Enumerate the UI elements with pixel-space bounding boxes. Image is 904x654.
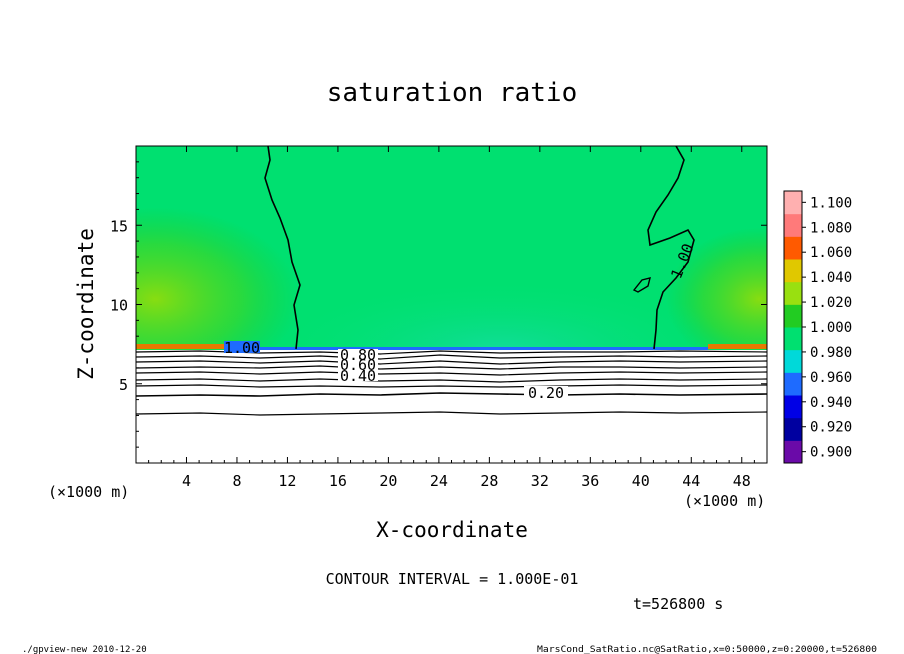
colorbar-swatch xyxy=(784,191,802,215)
contour-line-0.70 xyxy=(136,360,767,365)
footer-right: MarsCond_SatRatio.nc@SatRatio,x=0:50000,… xyxy=(537,645,877,654)
x-unit-label-left: (×1000 m) xyxy=(48,483,129,501)
colorbar-swatch xyxy=(784,281,802,305)
y-tick-label: 15 xyxy=(110,217,128,235)
x-tick-label: 12 xyxy=(278,472,296,490)
colorbar-label: 1.080 xyxy=(810,220,852,236)
footer-left: ./gpview-new 2010-12-20 xyxy=(22,645,147,654)
y-tick-label: 5 xyxy=(119,376,128,394)
x-tick-label: 8 xyxy=(232,472,241,490)
contour-line-0.50 xyxy=(136,371,767,376)
x-tick-label: 32 xyxy=(531,472,549,490)
colorbar-swatch xyxy=(784,236,802,260)
y-axis-title: Z-coordinate xyxy=(74,228,98,380)
colorbar-label: 1.040 xyxy=(810,270,852,286)
contour-label-1.00-left: 1.00 xyxy=(224,339,260,357)
x-tick-label: 48 xyxy=(733,472,751,490)
x-tick-label: 28 xyxy=(480,472,498,490)
y-axis-ticks: 5 10 15 xyxy=(110,161,767,448)
time-text: t=526800 s xyxy=(633,595,723,613)
colorbar-label: 0.920 xyxy=(810,420,852,436)
contour-line-0.10 xyxy=(136,411,767,416)
colorbar-label: 0.960 xyxy=(810,370,852,386)
contour-label-0.40: 0.40 xyxy=(340,367,376,385)
colorbar-swatch xyxy=(784,259,802,283)
x-tick-label: 4 xyxy=(182,472,191,490)
contour-line-0.30 xyxy=(136,384,767,388)
x-axis-ticks: 4 8 12 16 20 24 28 32 36 40 44 48 xyxy=(148,146,755,490)
colorbar-label: 1.000 xyxy=(810,320,852,336)
x-tick-label: 44 xyxy=(682,472,700,490)
x-tick-label: 40 xyxy=(632,472,650,490)
x-tick-label: 24 xyxy=(430,472,448,490)
contour-label-0.20: 0.20 xyxy=(528,384,564,402)
colorbar-label: 1.100 xyxy=(810,195,852,211)
colorbar-label: 0.940 xyxy=(810,395,852,411)
colorbar-swatch xyxy=(784,395,802,419)
colorbar-swatch xyxy=(784,213,802,237)
contour-interval-text: CONTOUR INTERVAL = 1.000E-01 xyxy=(326,570,579,588)
lower-field xyxy=(136,350,767,463)
colorbar: 0.900 0.920 0.940 0.960 0.980 1.000 1.020 1.040… xyxy=(783,190,852,464)
x-unit-label-right: (×1000 m) xyxy=(684,492,765,510)
colorbar-swatch xyxy=(784,417,802,441)
contour-line-1.00-right xyxy=(647,146,695,350)
x-tick-label: 20 xyxy=(379,472,397,490)
x-axis-title: X-coordinate xyxy=(376,518,528,542)
colorbar-label: 1.060 xyxy=(810,245,852,261)
contour-line-0.20 xyxy=(136,392,767,397)
colorbar-swatch xyxy=(784,440,802,464)
colorbar-swatch xyxy=(784,304,802,328)
cloud-base-band-right xyxy=(708,344,767,349)
colorbar-label: 0.980 xyxy=(810,345,852,361)
cloud-base-band-mid xyxy=(231,347,708,350)
contour-line-0.60 xyxy=(136,365,767,370)
contour-label-0.60: 0.60 xyxy=(340,356,376,374)
colorbar-label: 0.900 xyxy=(810,445,852,461)
y-tick-label: 10 xyxy=(110,297,128,315)
contour-label-0.80: 0.80 xyxy=(340,346,376,364)
contour-line-1.00-left xyxy=(264,146,301,350)
contour-line-0.80 xyxy=(136,354,767,360)
cloud-base-band-left xyxy=(136,344,231,349)
chart-title: saturation ratio xyxy=(327,78,577,108)
colorbar-swatch xyxy=(784,372,802,396)
contour-line-0.40 xyxy=(136,378,767,383)
colorbar-swatch xyxy=(784,327,802,351)
contour-line-1.00-loop xyxy=(632,277,651,293)
colorbar-swatch xyxy=(784,349,802,373)
x-tick-label: 16 xyxy=(329,472,347,490)
colorbar-label: 1.020 xyxy=(810,295,852,311)
x-tick-label: 36 xyxy=(581,472,599,490)
plot-area: 1.00 0.80 0.60 0.40 0.20 1.00 xyxy=(136,146,767,463)
